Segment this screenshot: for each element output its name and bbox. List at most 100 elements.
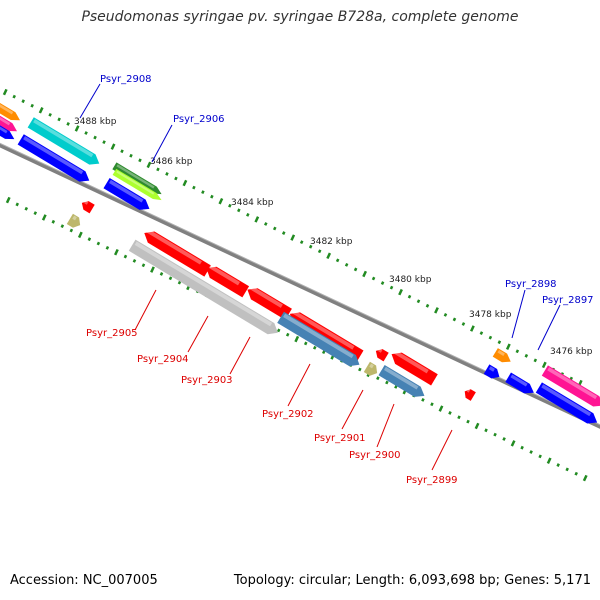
gene-label-top: Psyr_2908 (100, 74, 152, 85)
leader-line-bottom (341, 389, 364, 430)
tick-dot-upper (21, 99, 25, 104)
tick-dot-upper (524, 353, 529, 358)
genome-summary-text: Topology: circular; Length: 6,093,698 bp… (233, 573, 591, 588)
tick-dot-upper (254, 216, 260, 223)
gene-psyr-2898-blue-gloss (488, 366, 495, 372)
tick-dot-lower (565, 467, 569, 472)
gene-psyr-2908 (27, 117, 100, 165)
gene-blue-right (505, 372, 534, 394)
tick-dot-upper (488, 335, 493, 340)
tick-dot-upper (146, 161, 152, 169)
tick-dot-upper (497, 340, 502, 345)
gene-psyr-2903-gloss (249, 285, 283, 308)
gene-psyr-2906-body (112, 162, 162, 195)
tick-dot-lower (51, 219, 56, 224)
tick-dot-upper (84, 131, 88, 135)
tick-dot-lower (150, 266, 155, 273)
gene-psyr-2906 (112, 162, 162, 195)
tick-dot-upper (362, 270, 368, 278)
leader-line-top (79, 83, 101, 119)
leader-line-bottom (376, 403, 395, 448)
gene-blue-gloss (0, 124, 8, 134)
tick-dot-upper (317, 249, 322, 254)
tick-dot-upper (165, 172, 169, 176)
gene-pink (0, 112, 18, 132)
tick-dot-lower (502, 437, 506, 441)
tick-dot-lower (574, 471, 578, 476)
tick-dot-upper (174, 176, 178, 181)
tick-dot-upper (533, 358, 538, 363)
gene-blue-upper (17, 134, 90, 182)
gene-blue-far-right-gloss (541, 384, 592, 417)
tick-dot-upper (192, 185, 196, 190)
tick-dot-lower (438, 405, 444, 412)
tick-dot-upper (2, 88, 8, 96)
gene-psyr-2901-red-gloss (378, 348, 383, 353)
tick-dot-upper (57, 117, 61, 122)
gene-blue-mid-body (103, 177, 150, 210)
gene-psyr-2906-lime-body (112, 168, 162, 201)
accession-text: Accession: NC_007005 (10, 573, 158, 588)
gene-orange-gloss (0, 103, 14, 115)
gene-label-top: Psyr_2906 (173, 114, 225, 125)
tick-dot-lower (33, 211, 38, 216)
gene-psyr-2908-gloss (33, 119, 94, 158)
gene-label-bottom: Psyr_2905 (86, 328, 138, 339)
tick-dot-lower (493, 432, 497, 437)
gene-psyr-2898-blue-body (483, 364, 500, 379)
tick-dot-lower (69, 228, 74, 233)
tick-dot-lower (41, 214, 47, 221)
tick-dot-lower (358, 367, 362, 372)
gene-psyr-2900-body (378, 364, 425, 397)
gene-blue (0, 122, 15, 140)
tick-dot-upper (389, 285, 394, 290)
gene-label-bottom: Psyr_2900 (349, 450, 401, 461)
gene-psyr-2905-body (144, 231, 212, 277)
tick-dot-upper (461, 322, 466, 326)
tick-dot-upper (434, 307, 439, 314)
tick-dot-upper (182, 179, 188, 187)
gene-psyr-2899 (464, 389, 476, 401)
tick-dot-upper (308, 244, 313, 249)
gene-psyr-2897-gloss (547, 367, 598, 400)
tick-dot-lower (77, 231, 83, 239)
tick-dot-upper (515, 349, 520, 354)
gene-blue-upper-body (17, 134, 90, 182)
tick-dot-upper (210, 194, 214, 199)
tick-dot-lower (529, 450, 533, 454)
tick-dot-upper (326, 252, 332, 260)
tick-dot-lower (303, 341, 308, 346)
tick-dot-lower (546, 457, 552, 464)
gene-features (0, 101, 600, 424)
leader-line-bottom (229, 336, 251, 375)
backbone-line (0, 143, 600, 429)
leader-line-bottom (431, 429, 453, 471)
gene-pink-body (0, 112, 18, 132)
genome-title: Pseudomonas syringae pv. syringae B728a,… (81, 9, 519, 25)
gene-label-top: Psyr_2897 (542, 295, 594, 306)
gene-psyr-2904 (206, 264, 250, 298)
tick-dot-upper (66, 122, 70, 126)
gene-steel-long-gloss (283, 313, 354, 359)
tick-dot-lower (385, 380, 389, 385)
gene-psyr-2898 (492, 348, 511, 363)
tick-dot-upper (425, 303, 430, 308)
tick-dot-upper (541, 361, 547, 369)
gene-blue-upper-gloss (23, 136, 84, 175)
tick-dot-lower (15, 202, 20, 207)
tick-dot-lower (132, 259, 137, 263)
gene-psyr-2898-body (492, 348, 511, 363)
gene-blue-right-gloss (510, 374, 528, 387)
gene-khaki-mid-gloss (369, 363, 374, 369)
gene-khaki-small-body (66, 213, 81, 228)
gene-psyr-2904-gloss (208, 264, 240, 286)
gene-label-bottom: Psyr_2899 (406, 475, 458, 486)
kbp-tick-label: 3480 kbp (389, 275, 432, 285)
kbp-tick-label: 3482 kbp (310, 237, 353, 247)
tick-dot-upper (416, 299, 421, 304)
tick-dot-upper (290, 234, 296, 241)
leader-line-bottom (187, 315, 209, 353)
gene-label-bottom: Psyr_2904 (137, 354, 189, 365)
gene-psyr-2899-gloss (466, 389, 471, 393)
